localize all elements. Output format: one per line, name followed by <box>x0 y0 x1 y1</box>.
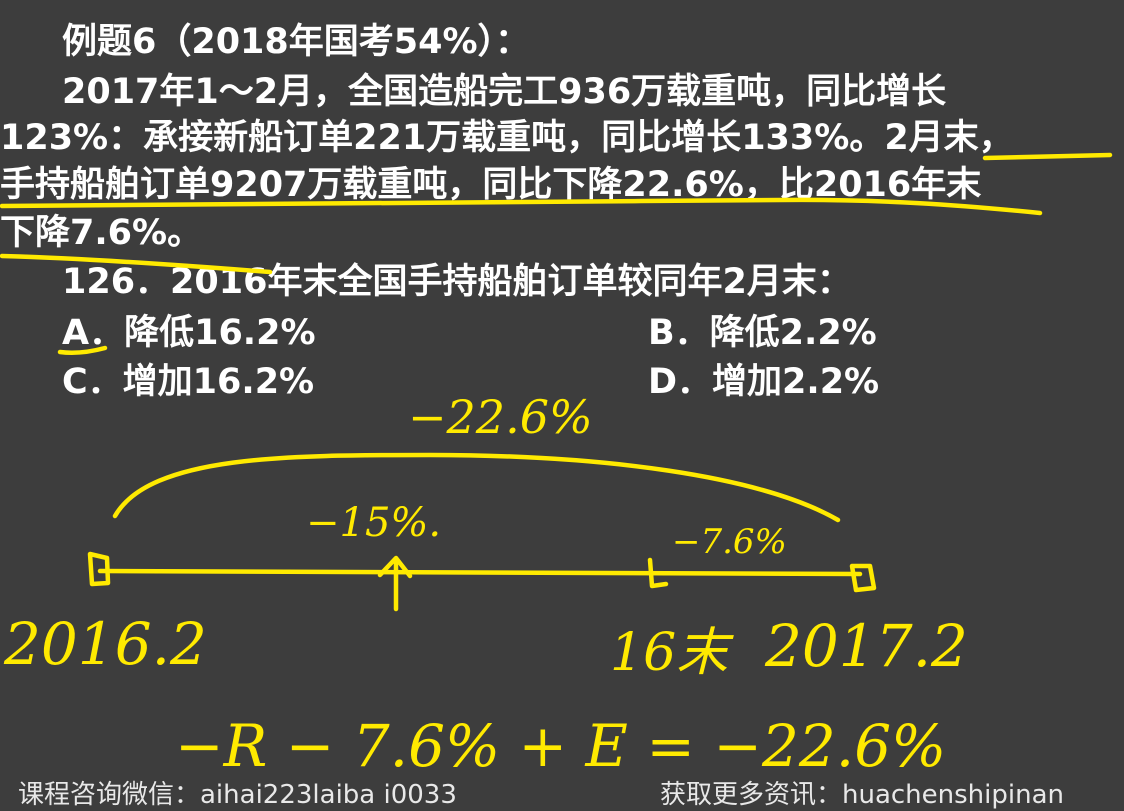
annotation-top-rate: −22.6% <box>408 390 593 444</box>
annotation-label-16-end: 16末 <box>610 623 729 683</box>
problem-line-4: 下降7.6%。 <box>0 213 203 253</box>
span-arc <box>112 452 841 523</box>
middle-arrow <box>377 555 413 612</box>
footer-left-text: 课程咨询微信：aihai223laiba i0033 <box>18 780 457 810</box>
annotation-left-rate: −15%. <box>306 500 442 546</box>
annotation-right-rate: −7.6% <box>672 522 787 562</box>
option-a: A．降低16.2% <box>62 313 316 353</box>
option-d: D．增加2.2% <box>648 362 880 402</box>
annotation-equation: −R − 7.6% + E = −22.6% <box>175 712 947 780</box>
whiteboard-screen: { "problem": { "title": "例题6（2018年国考54%）… <box>0 22 1113 810</box>
option-b: B．降低2.2% <box>648 313 877 353</box>
problem-line-2: 123%：承接新船订单221万载重吨，同比增长133%。2月末， <box>0 118 1014 158</box>
problem-line-1: 2017年1～2月，全国造船完工936万载重吨，同比增长 <box>62 72 947 112</box>
annotation-label-2017-2: 2017.2 <box>765 612 968 680</box>
left-endpoint-marker <box>87 551 111 587</box>
problem-title: 例题6（2018年国考54%）： <box>62 22 531 62</box>
option-c: C．增加16.2% <box>62 362 315 402</box>
timeline-line <box>97 568 863 577</box>
mid-point-marker <box>647 557 669 589</box>
problem-line-3: 手持船舶订单9207万载重吨，同比下降22.6%，比2016年末 <box>0 165 982 205</box>
footer-right-text: 获取更多资讯：huachenshipinan <box>660 780 1065 810</box>
annotation-label-2016-2: 2016.2 <box>4 610 207 678</box>
right-endpoint-marker <box>849 563 877 593</box>
question-text: 126．2016年末全国手持船舶订单较同年2月末： <box>62 262 852 302</box>
